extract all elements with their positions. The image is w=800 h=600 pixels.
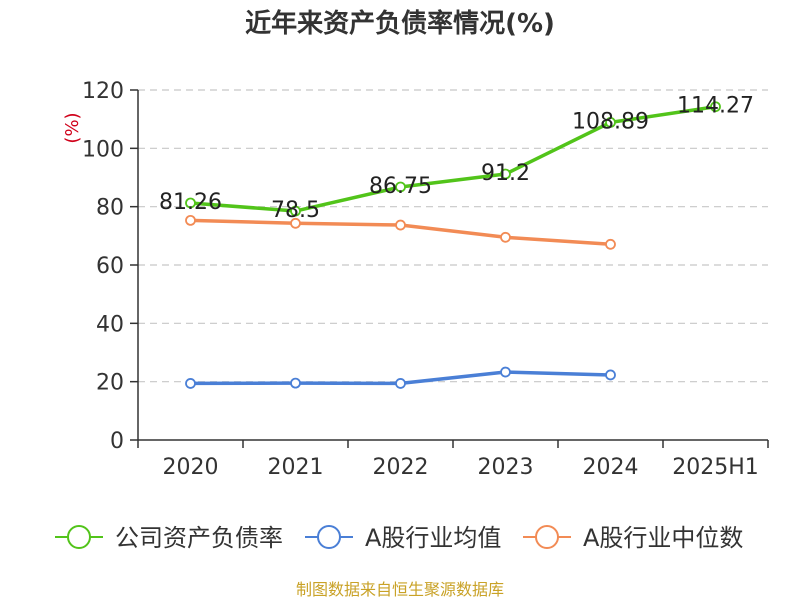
data-label-0-0: 81.26: [159, 190, 222, 215]
data-point-0-0: [185, 197, 196, 209]
y-tick-label-0: 0: [110, 429, 124, 454]
data-point-0-5: [710, 101, 721, 113]
grid-lines: [138, 89, 768, 383]
data-point-1-3: [500, 366, 511, 378]
data-label-0-4: 108.89: [572, 109, 649, 134]
x-tick-label-2021: 2021: [268, 455, 324, 480]
y-tick-label-80: 80: [96, 196, 124, 221]
data-point-0-4: [605, 117, 616, 128]
data-point-2-1: [290, 217, 301, 229]
series-2: [185, 214, 616, 250]
legend-item-0: 公司资产负债率: [55, 524, 283, 552]
series-1: [185, 366, 616, 389]
legend: 公司资产负债率 A股行业均值 A股行业中位数: [55, 524, 743, 552]
x-tick-label-2023: 2023: [478, 455, 534, 480]
legend-marker-1: [317, 525, 341, 549]
data-point-2-0: [185, 214, 196, 226]
series-line-0: [188, 104, 718, 213]
y-tick-label-120: 120: [82, 79, 124, 104]
legend-label-2: A股行业中位数: [583, 524, 743, 552]
data-point-1-2: [395, 378, 406, 389]
x-tick-label-2020: 2020: [163, 455, 219, 480]
y-axis-label: (%): [62, 112, 83, 143]
data-label-0-3: 91.2: [481, 161, 530, 186]
source-text: 制图数据来自恒生聚源数据库: [296, 580, 504, 599]
data-point-0-3: [500, 168, 511, 180]
legend-marker-2: [535, 525, 559, 549]
legend-marker-0: [67, 525, 91, 549]
x-tick-label-2024: 2024: [583, 455, 639, 480]
data-point-1-1: [290, 377, 301, 389]
data-point-0-2: [395, 181, 406, 193]
legend-item-2: A股行业中位数: [523, 524, 743, 552]
data-label-0-2: 86.75: [369, 174, 432, 199]
y-tick-label-60: 60: [96, 254, 124, 279]
chart-title: 近年来资产负债率情况(%): [245, 8, 555, 39]
data-label-0-5: 114.27: [677, 94, 754, 119]
legend-item-1: A股行业均值: [305, 524, 501, 552]
y-tick-label-20: 20: [96, 371, 124, 396]
data-point-2-3: [500, 231, 511, 243]
x-tick-label-2025H1: 2025H1: [672, 455, 759, 480]
data-point-1-4: [605, 369, 616, 381]
y-tick-label-40: 40: [96, 312, 124, 337]
axes: 0 20 40 60 80 100 120 2020 2021 2022 2023 2024 2025H…: [82, 79, 769, 480]
data-point-2-4: [605, 238, 616, 250]
y-tick-label-100: 100: [82, 137, 124, 162]
x-tick-label-2022: 2022: [373, 455, 429, 480]
data-point-0-1: [290, 205, 301, 217]
data-point-1-0: [185, 378, 196, 389]
legend-label-1: A股行业均值: [365, 524, 501, 552]
legend-label-0: 公司资产负债率: [115, 524, 283, 552]
data-point-2-2: [395, 219, 406, 231]
